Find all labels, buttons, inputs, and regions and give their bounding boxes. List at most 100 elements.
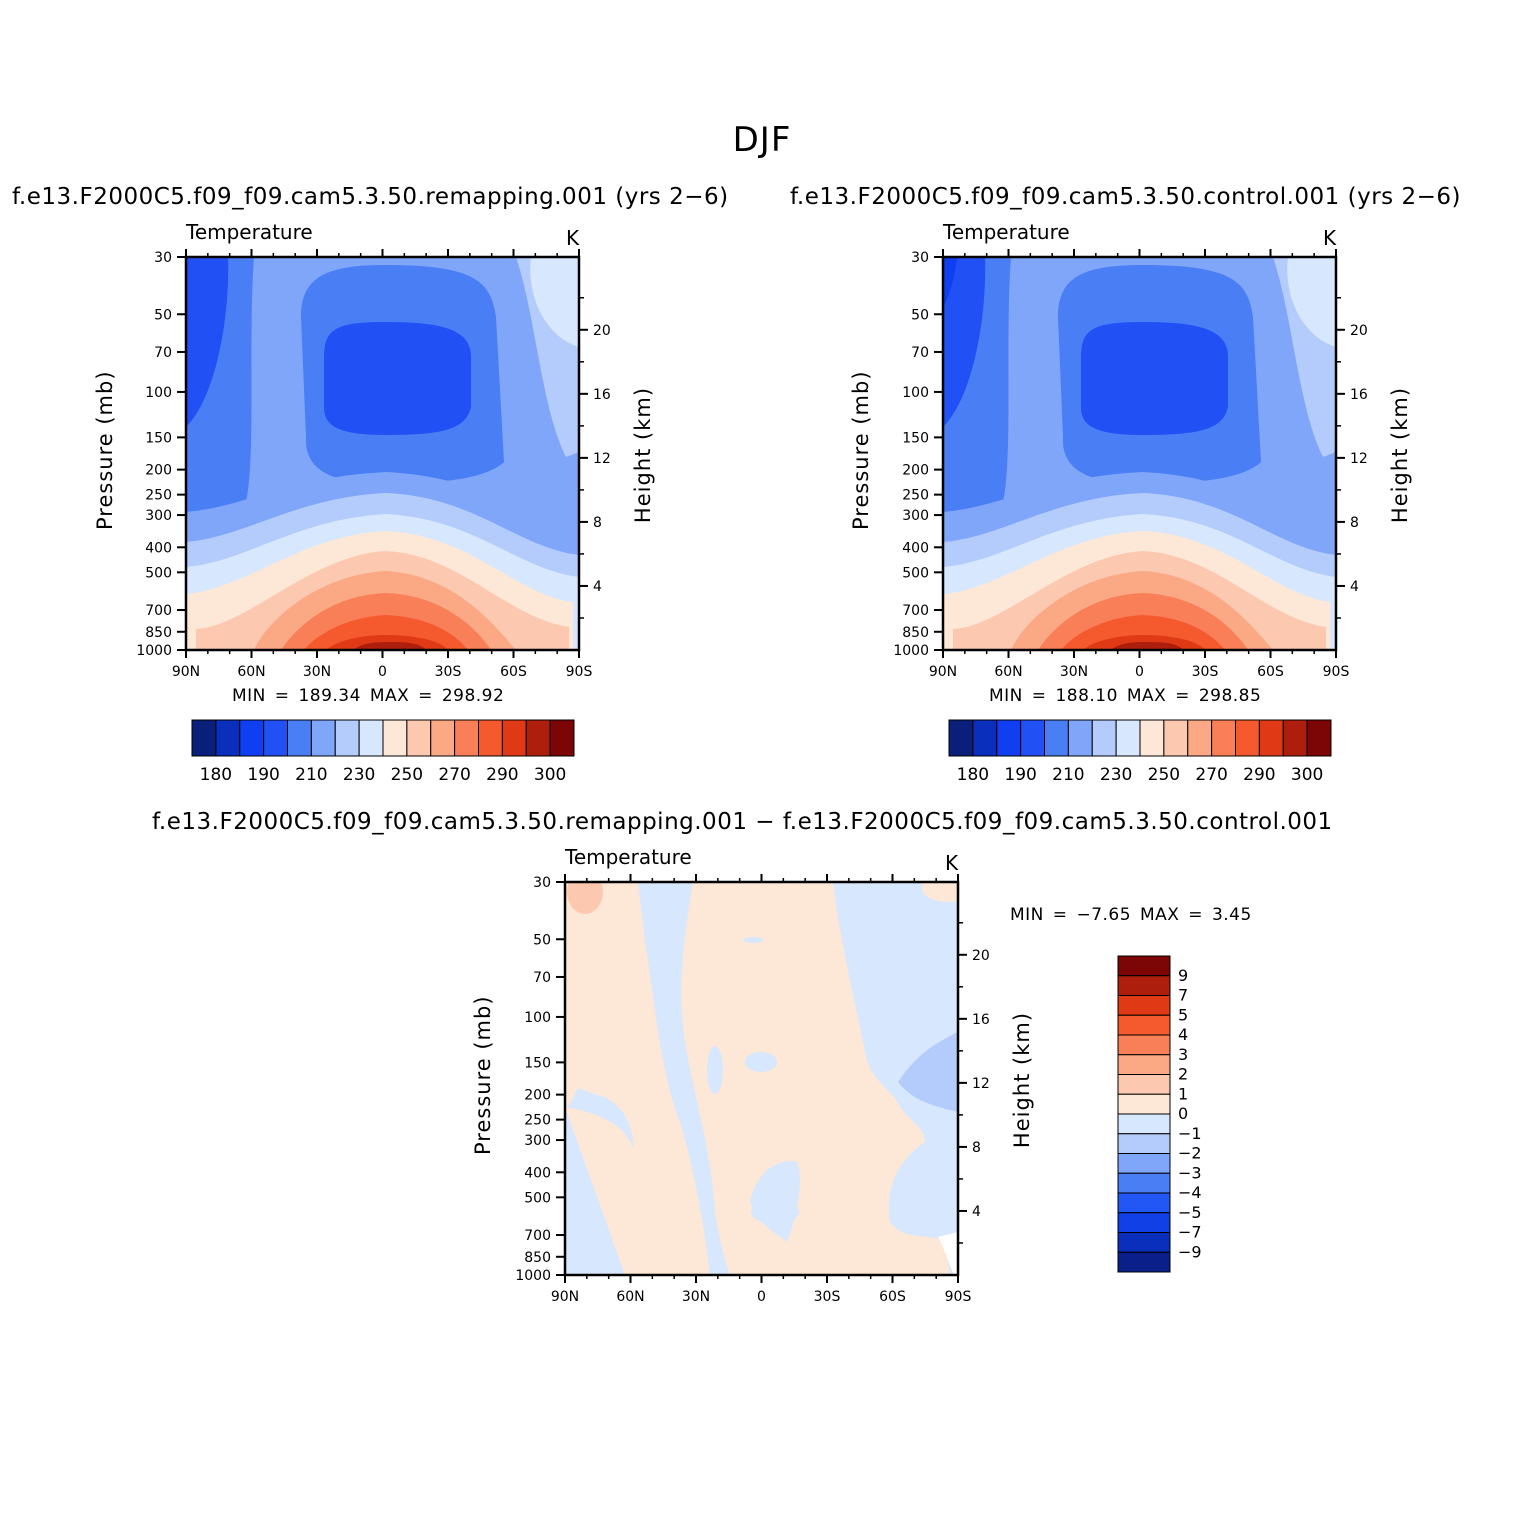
y-tick-label: 50 (154, 307, 172, 323)
y-tick-label: 850 (902, 625, 929, 641)
colorbar-box (501, 719, 527, 757)
y-tick-label: 50 (911, 307, 929, 323)
y-tick-label: 30 (154, 250, 172, 266)
x-tick-label: 90S (945, 1289, 972, 1305)
x-tick-label: 60S (500, 664, 527, 680)
colorbar-box (1117, 1133, 1171, 1154)
panel-remapping-title: f.e13.F2000C5.f09_f09.cam5.3.50.remappin… (12, 184, 729, 210)
panel-control-units: K (1323, 226, 1337, 250)
colorbar-box (1117, 1232, 1171, 1253)
contour-fill (530, 257, 579, 347)
x-tick-label: 30S (435, 664, 462, 680)
y-tick-label: 400 (145, 540, 172, 556)
colorbar-label: 290 (486, 765, 518, 785)
y-tick-label: 250 (902, 488, 929, 504)
panel-difference-minmax: MIN = −7.65 MAX = 3.45 (1010, 905, 1252, 925)
colorbar-box (1117, 1093, 1171, 1115)
x-tick-label: 60N (616, 1289, 644, 1305)
colorbar-box (430, 719, 456, 757)
colorbar-box (972, 719, 998, 757)
y-tick-label: 300 (524, 1133, 551, 1149)
colorbar-box (310, 719, 336, 757)
colorbar-box (1117, 1172, 1171, 1194)
y-tick-label: 300 (145, 508, 172, 524)
panel-difference-ylabel-left: Pressure (mb) (471, 995, 495, 1155)
panel-remapping-units: K (566, 226, 580, 250)
y-tick-label: 250 (524, 1113, 551, 1129)
contour-fill (186, 257, 229, 427)
y2-tick-label: 8 (593, 515, 602, 531)
contour-fill (565, 882, 725, 1275)
x-tick-label: 0 (378, 664, 387, 680)
contour-fill (1081, 322, 1228, 435)
y-tick-label: 200 (524, 1088, 551, 1104)
y2-tick-label: 4 (972, 1204, 981, 1220)
contour-fill (922, 882, 958, 902)
axes-group: 90N 60N 30N 0 30S 60S 90S 30 50 70 100 150 200 250 300… (893, 249, 1368, 680)
y2-tick-label: 4 (593, 579, 602, 595)
colorbar-box (1139, 719, 1165, 757)
colorbar-box (1115, 719, 1141, 757)
contour-fill-group (186, 257, 579, 650)
colorbar-label: 210 (295, 765, 327, 785)
colorbar-box (1306, 719, 1332, 757)
colorbar-box (287, 719, 312, 757)
panel-control-minmax: MIN = 188.10 MAX = 298.85 (989, 686, 1262, 706)
colorbar-box (406, 719, 432, 757)
colorbar-box (549, 719, 575, 757)
x-tick-label: 30N (1060, 664, 1088, 680)
y-tick-label: 700 (524, 1228, 551, 1244)
panel-control-colorbar: 180 190 210 230 250 270 290 300 (948, 719, 1332, 785)
panel-difference-title: f.e13.F2000C5.f09_f09.cam5.3.50.remappin… (152, 809, 1333, 835)
colorbar-box (1163, 719, 1189, 757)
y-tick-label: 100 (145, 385, 172, 401)
panel-remapping-colorbar: 180 190 210 230 250 270 290 300 (191, 719, 575, 785)
colorbar-box (454, 719, 479, 757)
x-tick-label: 60S (1257, 664, 1284, 680)
y-tick-label: 100 (524, 1010, 551, 1026)
y-tick-label: 30 (911, 250, 929, 266)
panel-remapping-plot: 90N 60N 30N 0 30S 60S 90S 30 50 70 100 150 200 250 300… (136, 249, 611, 680)
x-tick-label: 30N (303, 664, 331, 680)
colorbar-box (1020, 719, 1045, 757)
colorbar-box (1117, 995, 1171, 1016)
panel-control-title: f.e13.F2000C5.f09_f09.cam5.3.50.control.… (790, 184, 1461, 210)
panel-control-variable: Temperature (943, 220, 1070, 244)
colorbar-label: 210 (1052, 765, 1084, 785)
colorbar-box (191, 719, 217, 757)
contour-fill (638, 882, 730, 1275)
colorbar-box (1187, 719, 1213, 757)
colorbar-box (1117, 1113, 1171, 1135)
colorbar-label: 270 (438, 765, 470, 785)
colorbar-box (263, 719, 288, 757)
contour-fill (745, 1052, 777, 1072)
x-tick-label: 60N (994, 664, 1022, 680)
colorbar-label: 180 (200, 765, 232, 785)
contour-fill (838, 882, 958, 1275)
colorbar-label: 2 (1178, 1065, 1188, 1084)
colorbar-box (1117, 1212, 1171, 1233)
y-tick-label: 500 (902, 565, 929, 581)
colorbar-label: 230 (343, 765, 375, 785)
colorbar-box (1235, 719, 1260, 757)
contour-fill (943, 257, 986, 427)
colorbar-label: −5 (1178, 1203, 1202, 1222)
contour-fill-group (565, 882, 958, 1275)
panel-control-plot: 90N 60N 30N 0 30S 60S 90S 30 50 70 100 150 200 250 300… (893, 249, 1368, 680)
colorbar-box (334, 719, 360, 757)
colorbar-label: 300 (534, 765, 566, 785)
contour-fill (898, 1032, 958, 1112)
y-tick-label: 1000 (893, 643, 929, 659)
colorbar-box (1282, 719, 1308, 757)
x-tick-label: 30N (682, 1289, 710, 1305)
colorbar-label: 230 (1100, 765, 1132, 785)
colorbar-label: 190 (1004, 765, 1036, 785)
colorbar-box (1117, 1054, 1171, 1075)
y-tick-label: 400 (902, 540, 929, 556)
y-tick-label: 250 (145, 488, 172, 504)
colorbar-box (1044, 719, 1069, 757)
panel-difference-variable: Temperature (565, 845, 692, 869)
colorbar-box (1211, 719, 1236, 757)
y-tick-label: 150 (145, 430, 172, 446)
